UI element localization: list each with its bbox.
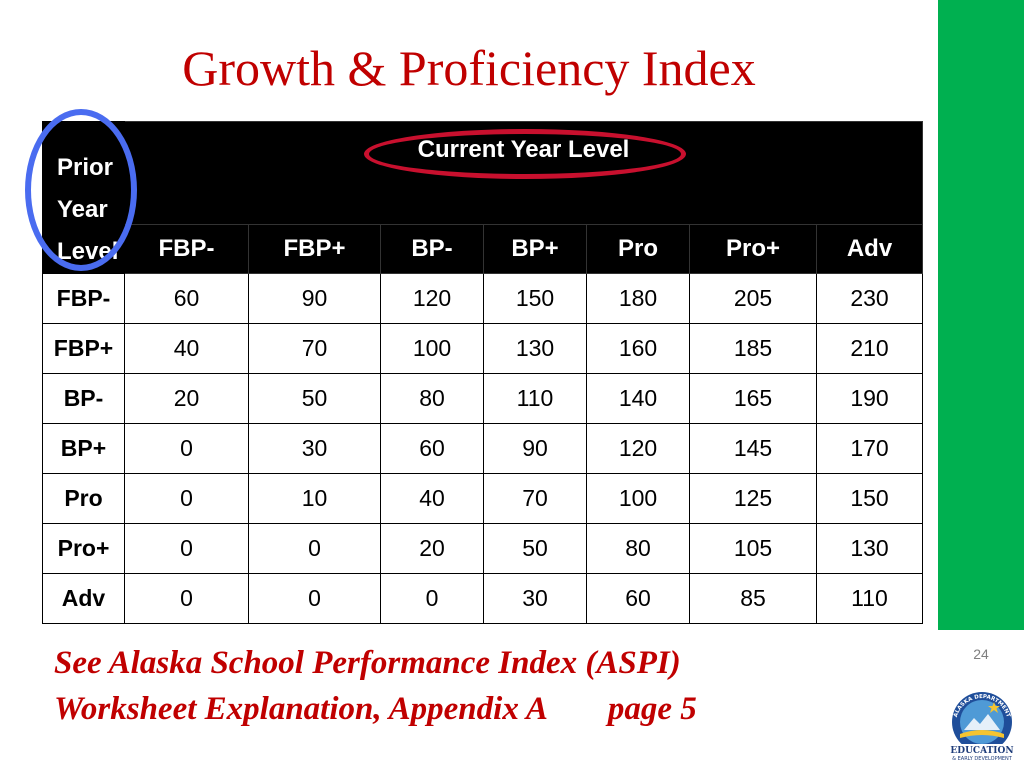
growth-proficiency-table: Prior Year Level Current Year Level FBP-… — [42, 121, 924, 624]
table-cell: 210 — [815, 323, 924, 374]
table-cell: 30 — [248, 423, 381, 474]
table-column-header-row: FBP- FBP+ BP- BP+ Pro Pro+ Adv — [43, 224, 924, 274]
table-cell: 120 — [586, 423, 690, 474]
row-header-cell: BP+ — [42, 423, 125, 474]
table-cell: 165 — [689, 373, 817, 424]
page-number: 24 — [973, 646, 989, 662]
table-cell: 60 — [380, 423, 484, 474]
table-cell: 190 — [815, 373, 924, 424]
table-row: BP- 20 50 80 110 140 165 190 — [42, 373, 924, 424]
table-cell: 10 — [248, 473, 381, 524]
table-row: BP+ 0 30 60 90 120 145 170 — [42, 423, 924, 474]
table-cell: 20 — [124, 373, 249, 424]
table-cell: 140 — [586, 373, 690, 424]
column-header-fbp-plus: FBP+ — [248, 224, 381, 274]
table-cell: 60 — [586, 573, 690, 624]
table-cell: 150 — [815, 473, 924, 524]
table-cell: 110 — [483, 373, 587, 424]
row-header-cell: BP- — [42, 373, 125, 424]
row-header-cell: FBP+ — [42, 323, 125, 374]
table-cell: 40 — [380, 473, 484, 524]
table-row: FBP+ 40 70 100 130 160 185 210 — [42, 323, 924, 374]
table-cell: 110 — [815, 573, 924, 624]
table-cell: 0 — [380, 573, 484, 624]
footnote: See Alaska School Performance Index (ASP… — [54, 640, 914, 732]
table-cell: 0 — [124, 523, 249, 574]
footnote-line-2-text: Worksheet Explanation, Appendix A — [54, 691, 548, 727]
table-cell: 20 — [380, 523, 484, 574]
table-cell: 150 — [483, 273, 587, 324]
table-cell: 185 — [689, 323, 817, 374]
table-cell: 105 — [689, 523, 817, 574]
column-header-bp-plus: BP+ — [483, 224, 587, 274]
sidebar-green-bar — [938, 0, 1024, 630]
logo-word-education: EDUCATION — [950, 746, 1013, 756]
table-cell: 70 — [248, 323, 381, 374]
table-cell: 80 — [380, 373, 484, 424]
footnote-line-2: Worksheet Explanation, Appendix A page 5 — [54, 686, 914, 732]
footnote-page-ref: page 5 — [607, 691, 697, 727]
table-cell: 0 — [124, 423, 249, 474]
table-row: Pro 0 10 40 70 100 125 150 — [42, 473, 924, 524]
table-cell: 130 — [815, 523, 924, 574]
table-cell: 0 — [124, 573, 249, 624]
column-header-bp-minus: BP- — [380, 224, 484, 274]
table-body: FBP- 60 90 120 150 180 205 230 FBP+ 40 70 100 130 160… — [42, 273, 924, 624]
column-header-pro-plus: Pro+ — [689, 224, 817, 274]
prior-year-highlight-oval — [25, 109, 137, 271]
row-header-cell: Pro — [42, 473, 125, 524]
column-header-fbp-minus: FBP- — [124, 224, 249, 274]
table-row: FBP- 60 90 120 150 180 205 230 — [42, 273, 924, 324]
table-cell: 50 — [483, 523, 587, 574]
table-cell: 130 — [483, 323, 587, 374]
table-cell: 50 — [248, 373, 381, 424]
table-cell: 100 — [586, 473, 690, 524]
table-cell: 120 — [380, 273, 484, 324]
column-header-pro: Pro — [586, 224, 690, 274]
table-cell: 60 — [124, 273, 249, 324]
current-year-highlight-oval — [364, 129, 686, 179]
table-cell: 90 — [248, 273, 381, 324]
table-cell: 160 — [586, 323, 690, 374]
table-cell: 0 — [124, 473, 249, 524]
logo-word-early-development: & EARLY DEVELOPMENT — [952, 756, 1013, 762]
table-cell: 170 — [815, 423, 924, 474]
row-header-cell: Pro+ — [42, 523, 125, 574]
table-cell: 85 — [689, 573, 817, 624]
table-cell: 70 — [483, 473, 587, 524]
column-header-adv: Adv — [815, 224, 924, 274]
table-row: Adv 0 0 0 30 60 85 110 — [42, 573, 924, 624]
row-header-cell: FBP- — [42, 273, 125, 324]
table-cell: 30 — [483, 573, 587, 624]
index-table-container: Prior Year Level Current Year Level FBP-… — [42, 121, 924, 624]
table-cell: 90 — [483, 423, 587, 474]
department-seal-icon: ALASKA DEPARTMENT EDUCATION & EARLY DEVE… — [944, 692, 1020, 762]
table-row: Pro+ 0 0 20 50 80 105 130 — [42, 523, 924, 574]
table-cell: 80 — [586, 523, 690, 574]
table-cell: 180 — [586, 273, 690, 324]
row-header-cell: Adv — [42, 573, 125, 624]
table-cell: 0 — [248, 573, 381, 624]
department-logo: ALASKA DEPARTMENT EDUCATION & EARLY DEVE… — [944, 684, 1020, 762]
table-cell: 40 — [124, 323, 249, 374]
table-cell: 100 — [380, 323, 484, 374]
slide-title: Growth & Proficiency Index — [182, 40, 756, 96]
table-cell: 145 — [689, 423, 817, 474]
table-cell: 0 — [248, 523, 381, 574]
footnote-line-1: See Alaska School Performance Index (ASP… — [54, 645, 681, 681]
table-cell: 230 — [815, 273, 924, 324]
table-cell: 205 — [689, 273, 817, 324]
table-cell: 125 — [689, 473, 817, 524]
